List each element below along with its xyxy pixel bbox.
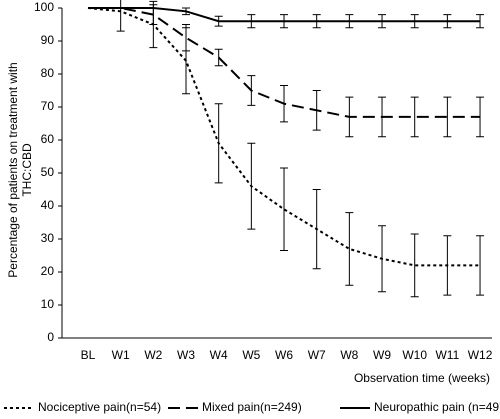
error-bar <box>214 48 223 67</box>
x-tick-label: W12 <box>468 348 493 362</box>
y-tick-label: 80 <box>41 66 55 80</box>
x-tick-label: W5 <box>242 348 260 362</box>
error-bar <box>443 235 452 296</box>
error-bar <box>345 96 354 138</box>
error-bar <box>280 85 289 123</box>
error-bar <box>345 212 354 286</box>
x-tick-label: W1 <box>112 348 130 362</box>
x-tick-label: W11 <box>435 348 459 362</box>
error-bar <box>345 14 354 29</box>
error-bar <box>182 7 191 16</box>
error-bar <box>476 96 485 138</box>
error-bar <box>410 14 419 29</box>
error-bar <box>378 225 387 293</box>
error-bar <box>280 167 289 252</box>
y-tick-label: 10 <box>41 297 55 311</box>
y-tick-label: 40 <box>41 198 55 212</box>
x-axis-label: Observation time (weeks) <box>354 371 490 385</box>
error-bar <box>247 75 256 106</box>
error-bar <box>476 14 485 29</box>
error-bar <box>247 14 256 29</box>
x-tick-label: W4 <box>210 348 228 362</box>
error-bar <box>280 14 289 29</box>
y-tick-label: 100 <box>34 0 54 14</box>
error-bar <box>378 96 387 138</box>
error-bar <box>214 15 223 27</box>
x-tick-label: BL <box>81 348 96 362</box>
x-tick-label: W9 <box>373 348 391 362</box>
y-tick-label: 90 <box>41 33 55 47</box>
x-tick-label: W10 <box>402 348 427 362</box>
legend-label: Neuropathic pain (n=497) <box>374 400 500 414</box>
legend-label: Mixed pain(n=249) <box>202 400 302 414</box>
error-bar <box>410 233 419 298</box>
x-tick-label: W6 <box>275 348 293 362</box>
error-bar <box>182 24 191 52</box>
y-tick-label: 20 <box>41 264 55 278</box>
x-tick-label: W7 <box>308 348 326 362</box>
x-tick-label: W3 <box>177 348 195 362</box>
error-bar <box>214 103 223 184</box>
error-bar <box>312 189 321 270</box>
y-tick-label: 0 <box>47 330 54 344</box>
error-bar <box>476 235 485 296</box>
legend-label: Nociceptive pain(n=54) <box>38 400 161 414</box>
error-bar <box>443 96 452 138</box>
error-bar <box>410 96 419 138</box>
y-tick-label: 70 <box>41 99 55 113</box>
error-bar <box>443 14 452 29</box>
error-bar <box>378 14 387 29</box>
error-bar <box>312 90 321 131</box>
error-bar <box>116 0 125 32</box>
error-bar <box>312 14 321 29</box>
y-axis-label: THC:CBD <box>20 143 34 197</box>
y-axis-label: Percentage of patients on treatment with <box>6 62 20 277</box>
y-tick-label: 50 <box>41 165 55 179</box>
error-bar <box>247 142 256 230</box>
y-tick-label: 30 <box>41 231 55 245</box>
x-tick-label: W2 <box>144 348 162 362</box>
x-tick-label: W8 <box>340 348 358 362</box>
y-tick-label: 60 <box>41 132 55 146</box>
